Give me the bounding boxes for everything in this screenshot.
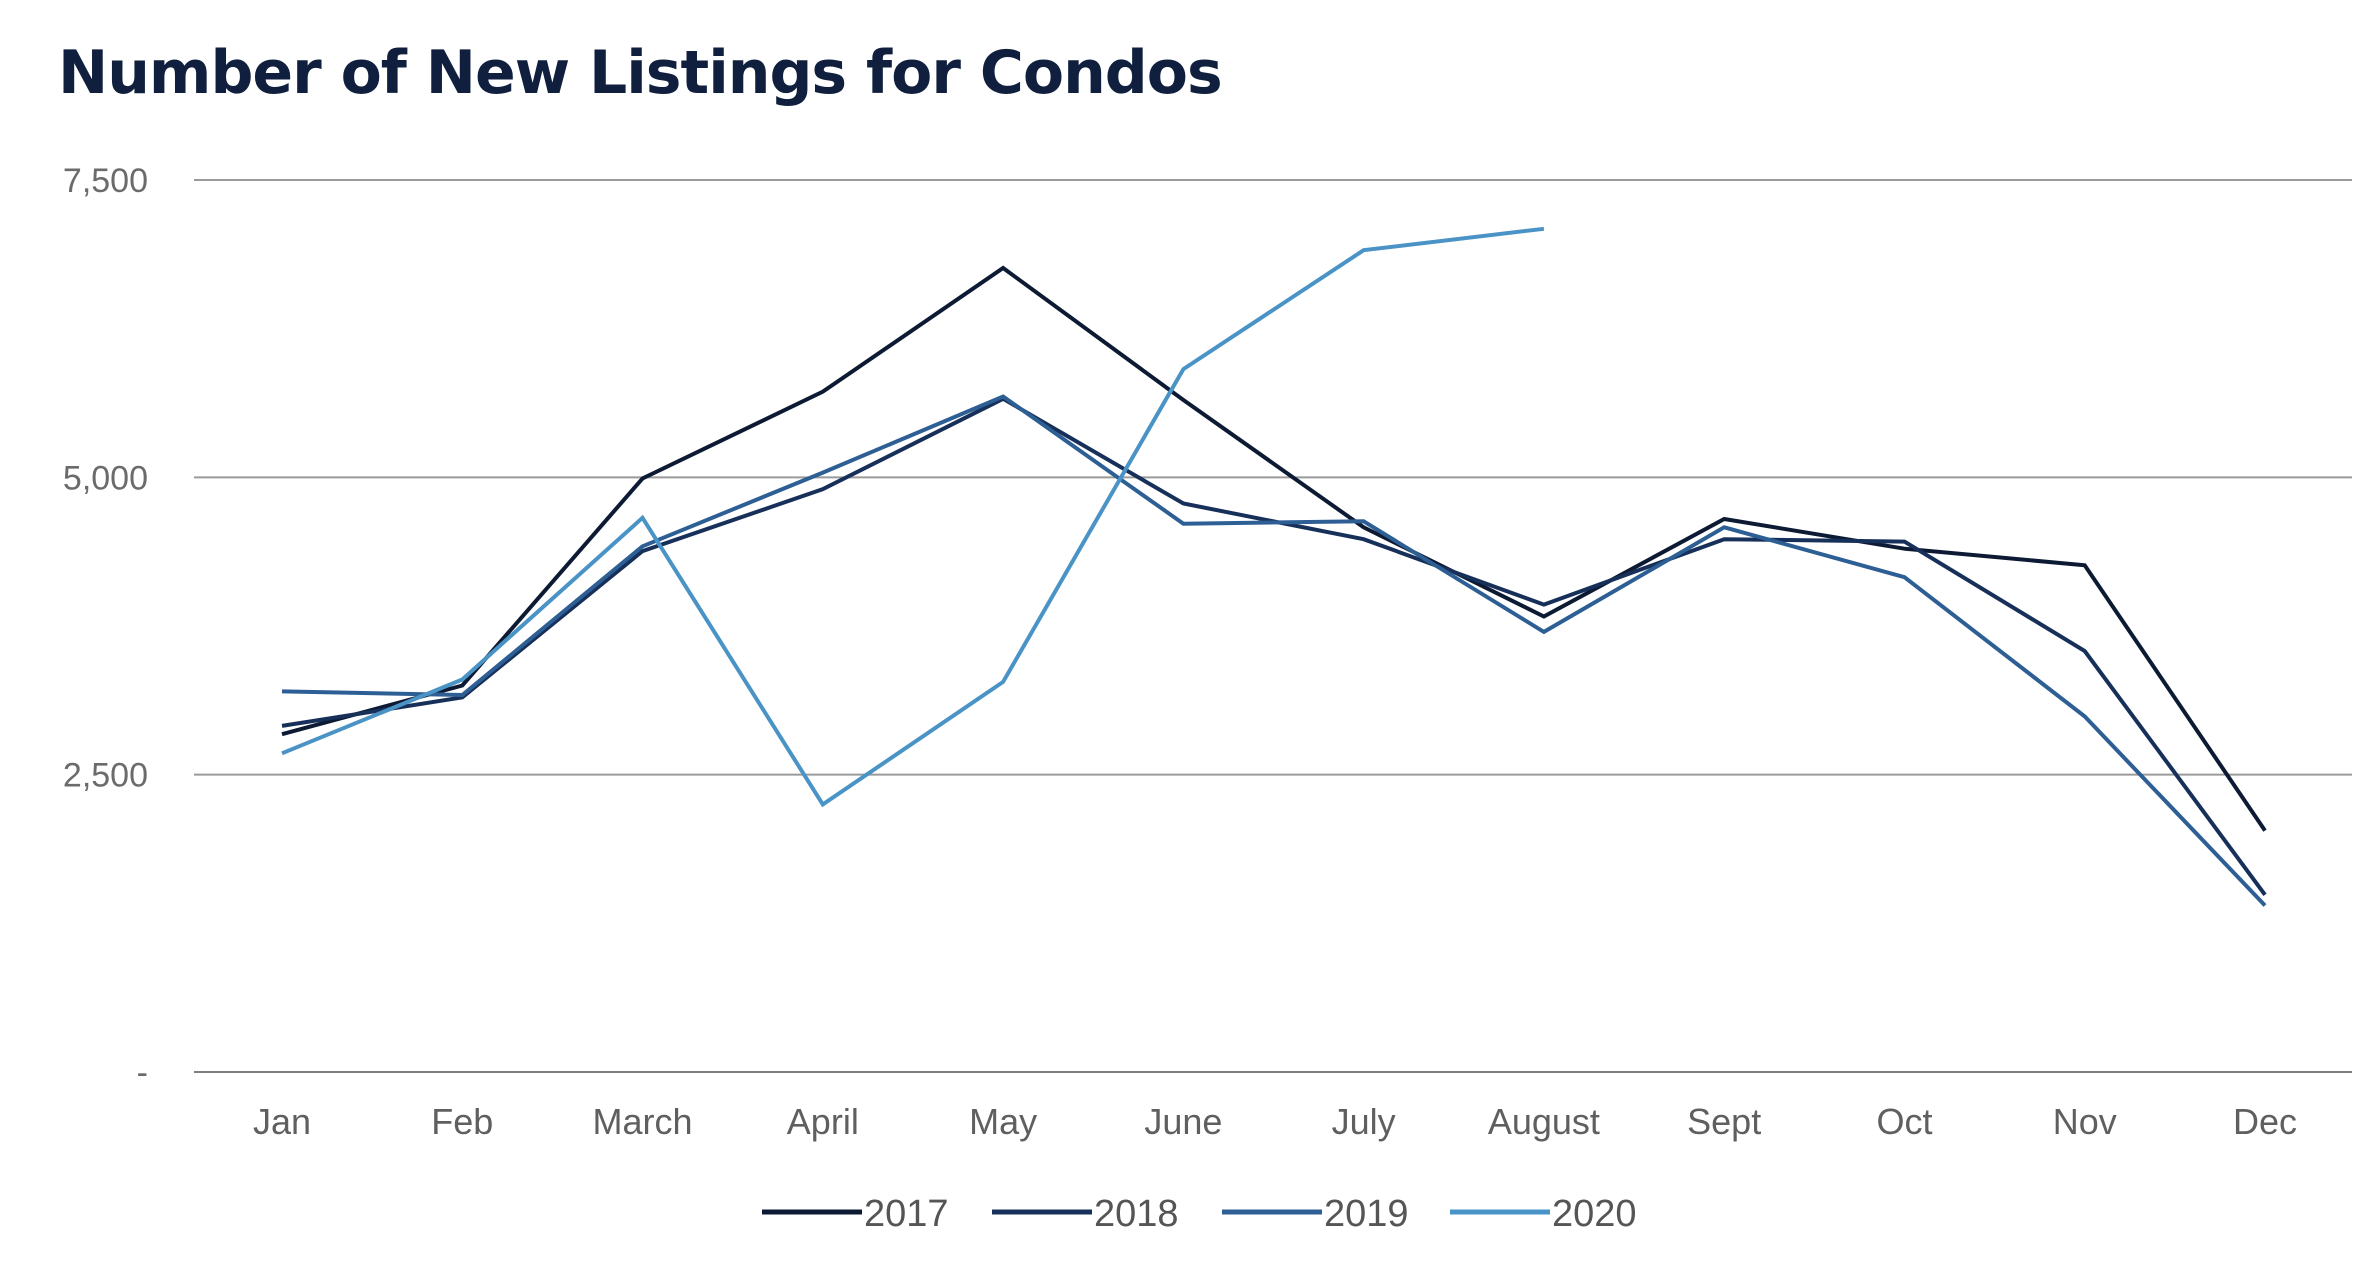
legend-label-2018: 2018 (1094, 1193, 1179, 1235)
series-line-2018 (281, 396, 2267, 896)
x-tick-label: Dec (2233, 1101, 2297, 1142)
gridlines (194, 179, 2352, 1073)
x-tick-label: March (593, 1101, 693, 1142)
legend-label-2020: 2020 (1552, 1193, 1637, 1235)
y-tick-label: 5,000 (63, 459, 148, 497)
y-tick-label: 7,500 (63, 162, 148, 200)
legend: 2017 2018 2019 2020 (762, 1193, 1637, 1235)
legend-label-2019: 2019 (1324, 1193, 1409, 1235)
x-tick-label: July (1332, 1101, 1396, 1142)
x-tick-label: Feb (431, 1101, 493, 1142)
x-tick-label: Oct (1876, 1101, 1932, 1142)
y-tick-label: 2,500 (63, 757, 148, 795)
x-tick-label: Jan (253, 1101, 311, 1142)
x-tick-label: April (787, 1101, 859, 1142)
legend-label-2017: 2017 (864, 1193, 949, 1235)
x-tick-label: May (969, 1101, 1037, 1142)
chart-title: Number of New Listings for Condos (58, 38, 1223, 108)
series-line-2019 (281, 394, 2267, 907)
x-tick-label: Sept (1687, 1101, 1761, 1142)
x-tick-label: June (1144, 1101, 1222, 1142)
series-line-2017 (281, 265, 2267, 832)
series-line-2020 (281, 226, 1545, 808)
y-tick-label: - (137, 1054, 148, 1092)
x-tick-label: Nov (2053, 1101, 2117, 1142)
series-lines (281, 226, 2267, 907)
x-axis-ticks: Jan Feb March April May June July August Sept Oct… (253, 1101, 2297, 1142)
x-tick-label: August (1488, 1101, 1600, 1142)
y-axis-ticks: - 2,500 5,000 7,500 (63, 162, 148, 1092)
